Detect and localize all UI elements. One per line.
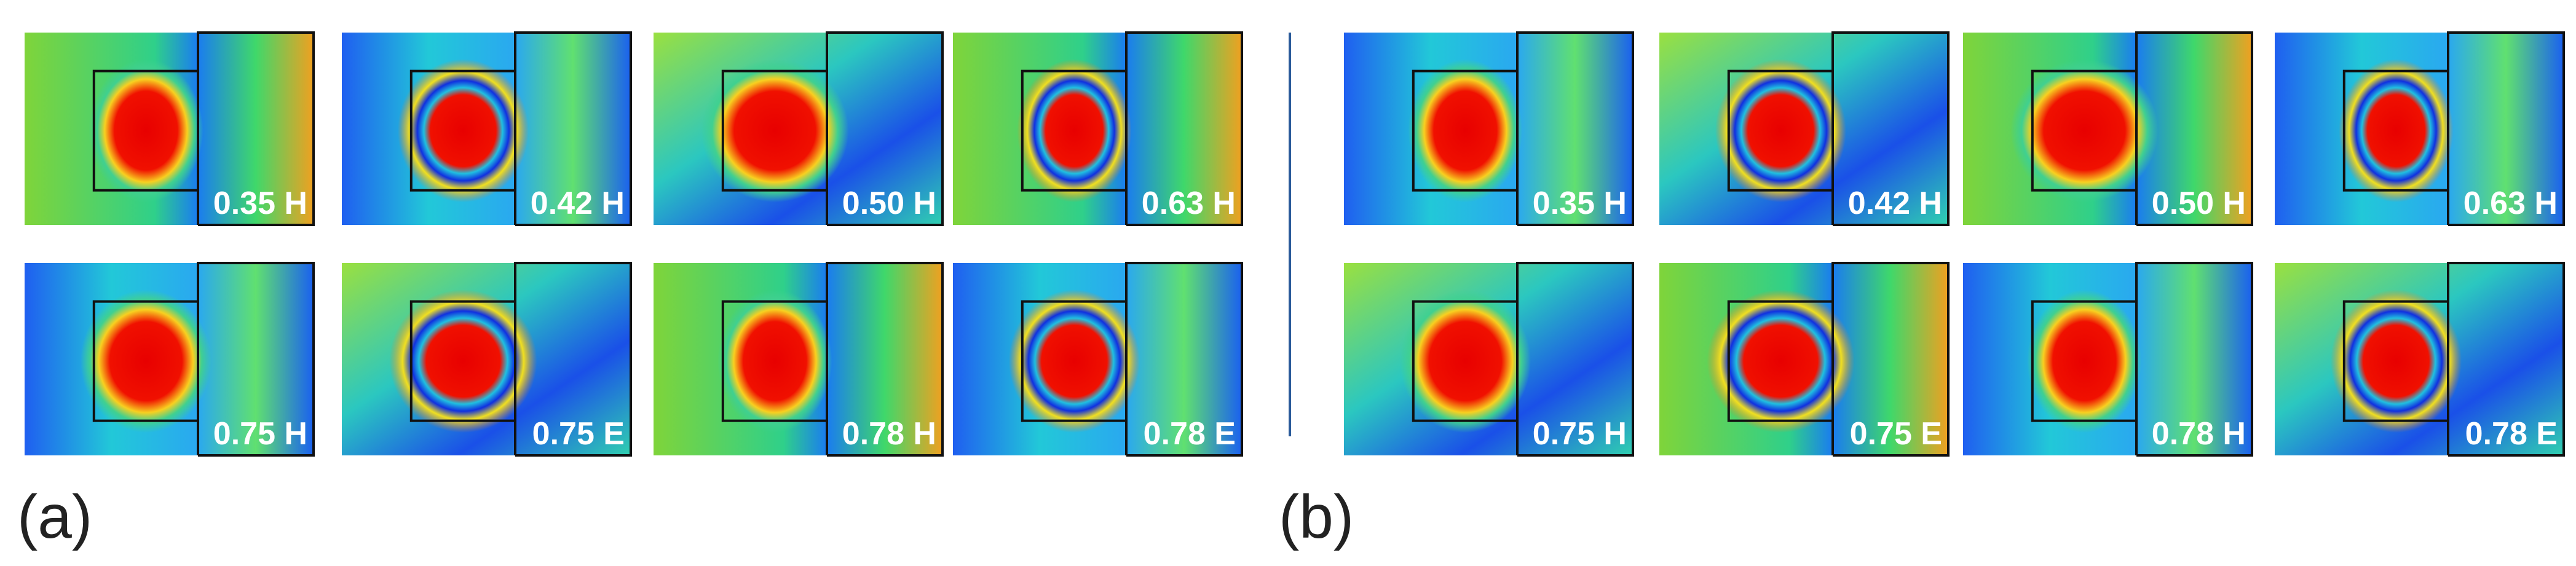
field-map: 0.63 H: [953, 31, 1243, 226]
tile-label: 0.78 H: [2152, 416, 2246, 452]
tile-label: 0.50 H: [842, 186, 936, 221]
field-map: 0.63 H: [2275, 31, 2565, 226]
tile-label: 0.63 H: [1142, 186, 1236, 221]
field-hotspot: [89, 59, 203, 203]
field-hotspot: [389, 289, 537, 433]
field-hotspot: [397, 59, 529, 203]
field-hotspot: [1715, 59, 1846, 203]
waveguide-outline: [2447, 31, 2565, 226]
waveguide-outline: [197, 262, 315, 457]
field-hotspot: [80, 289, 211, 433]
waveguide-outline: [1125, 31, 1243, 226]
field-hotspot: [1707, 289, 1855, 433]
field-map: 0.75 E: [1659, 262, 1950, 457]
field-hotspot: [717, 289, 832, 433]
waveguide-outline: [1831, 262, 1950, 457]
tile-label: 0.42 H: [1848, 186, 1942, 221]
waveguide-outline: [1516, 31, 1634, 226]
field-hotspot: [701, 59, 849, 203]
field-hotspot: [1408, 59, 1523, 203]
field-map: 0.50 H: [654, 31, 944, 226]
waveguide-outline: [826, 31, 944, 226]
tile-label: 0.75 H: [1533, 416, 1627, 452]
panel-label: (a): [17, 482, 92, 551]
field-map: 0.78 H: [654, 262, 944, 457]
field-hotspot: [2027, 289, 2142, 433]
field-hotspot: [1399, 289, 1531, 433]
field-map: 0.75 E: [342, 262, 632, 457]
panel-label: (b): [1279, 482, 1354, 551]
field-map: 0.78 E: [953, 262, 1243, 457]
tile-label: 0.35 H: [213, 186, 307, 221]
field-hotspot: [2330, 289, 2462, 433]
tile-label: 0.75 H: [213, 416, 307, 452]
field-map: 0.75 H: [1344, 262, 1634, 457]
field-map: 0.50 H: [1963, 31, 2253, 226]
waveguide-outline: [1125, 262, 1243, 457]
waveguide-outline: [514, 262, 632, 457]
field-hotspot: [1017, 59, 1132, 203]
field-hotspot: [2339, 59, 2454, 203]
tile-label: 0.35 H: [1533, 186, 1627, 221]
tile-label: 0.63 H: [2463, 186, 2558, 221]
tile-label: 0.78 E: [2465, 416, 2558, 452]
field-map: 0.75 H: [25, 262, 315, 457]
waveguide-outline: [197, 31, 315, 226]
field-map: 0.78 H: [1963, 262, 2253, 457]
waveguide-outline: [2135, 262, 2253, 457]
tile-label: 0.75 E: [1850, 416, 1942, 452]
waveguide-outline: [826, 262, 944, 457]
waveguide-outline: [1516, 262, 1634, 457]
field-map: 0.78 E: [2275, 262, 2565, 457]
waveguide-outline: [514, 31, 632, 226]
field-map: 0.35 H: [25, 31, 315, 226]
tile-label: 0.78 E: [1144, 416, 1236, 452]
field-hotspot: [2010, 59, 2159, 203]
tile-label: 0.75 E: [532, 416, 625, 452]
waveguide-outline: [2135, 31, 2253, 226]
field-map: 0.42 H: [342, 31, 632, 226]
tile-label: 0.50 H: [2152, 186, 2246, 221]
field-hotspot: [1008, 289, 1140, 433]
field-map: 0.42 H: [1659, 31, 1950, 226]
waveguide-outline: [1831, 31, 1950, 226]
field-map: 0.35 H: [1344, 31, 1634, 226]
tile-label: 0.78 H: [842, 416, 936, 452]
waveguide-outline: [2447, 262, 2565, 457]
tile-label: 0.42 H: [531, 186, 625, 221]
